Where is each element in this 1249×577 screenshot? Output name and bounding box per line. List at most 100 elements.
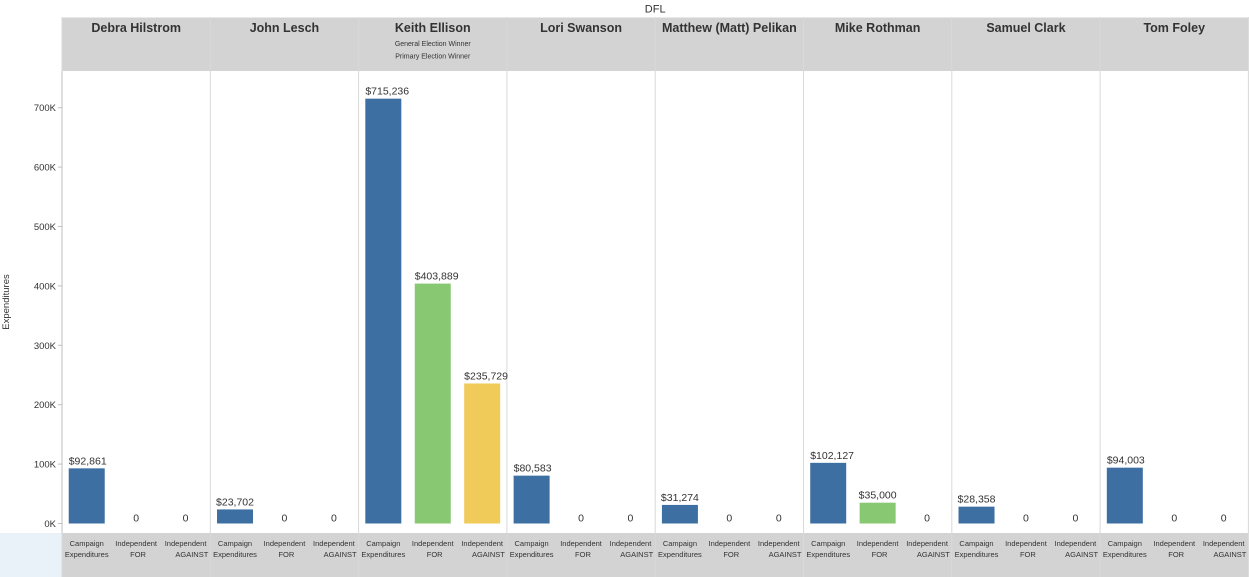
data-label: $31,274 [661, 492, 699, 504]
bar [217, 509, 254, 524]
y-tick-label: 300K [34, 341, 57, 352]
x-tick-label: Expenditures [658, 550, 702, 559]
x-tick-label: Independent [1203, 539, 1246, 548]
y-tick-label: 600K [34, 163, 57, 174]
x-tick-label: Independent [610, 539, 653, 548]
x-tick-label: AGAINST [917, 550, 950, 559]
data-label: 0 [1072, 513, 1078, 525]
candidate-name: Matthew (Matt) Pelikan [662, 21, 797, 35]
x-tick-label: Independent [115, 539, 158, 548]
candidate-name: Samuel Clark [986, 21, 1065, 35]
x-tick-label: Independent [1005, 539, 1048, 548]
data-label: 0 [1023, 513, 1029, 525]
x-tick-label: Independent [857, 539, 900, 548]
bar [1106, 467, 1143, 524]
x-tick-label: Expenditures [213, 550, 257, 559]
bar [958, 506, 995, 524]
bar [661, 504, 698, 524]
x-tick-label: Campaign [70, 539, 104, 548]
data-label: 0 [726, 513, 732, 525]
axis-corner-band [0, 533, 62, 577]
y-axis-title: Expenditures [1, 274, 12, 330]
data-label: $715,236 [365, 86, 409, 98]
panel-headers: DFL Debra Hilstrom John Lesch Keith Ellison… [91, 4, 1205, 61]
x-tick-label: AGAINST [324, 550, 357, 559]
x-tick-label: Expenditures [1103, 550, 1147, 559]
y-tick-label: 200K [34, 400, 57, 411]
data-label: 0 [183, 513, 189, 525]
x-tick-label: Expenditures [361, 550, 405, 559]
x-tick-label: Independent [1055, 539, 1098, 548]
y-tick-label: 100K [34, 460, 57, 471]
data-label: $23,702 [216, 496, 254, 508]
bar-marks [68, 98, 1143, 524]
data-label: 0 [282, 513, 288, 525]
x-tick-label: Expenditures [65, 550, 109, 559]
x-tick-label: Campaign [959, 539, 993, 548]
bar [810, 462, 847, 524]
y-tick-label: 400K [34, 281, 57, 292]
x-tick-label: Expenditures [806, 550, 850, 559]
candidate-note: Primary Election Winner [395, 54, 471, 61]
x-tick-label: FOR [1168, 550, 1184, 559]
x-tick-label: Independent [264, 539, 307, 548]
x-tick-label: Independent [412, 539, 455, 548]
data-label: 0 [1221, 513, 1227, 525]
data-labels: $92,861 0 0 $23,702 0 0 $715,236 $403,889 $235,7… [69, 86, 1227, 525]
x-tick-label: FOR [427, 550, 443, 559]
x-tick-label: Expenditures [510, 550, 554, 559]
candidate-note: General Election Winner [395, 41, 472, 48]
x-tick-label: AGAINST [175, 550, 208, 559]
data-label: $92,861 [69, 455, 107, 467]
data-label: $403,889 [415, 271, 459, 283]
x-tick-label: Campaign [515, 539, 549, 548]
x-tick-label: AGAINST [769, 550, 802, 559]
x-tick-label: Independent [906, 539, 949, 548]
x-tick-label: Independent [1153, 539, 1196, 548]
x-tick-label: Campaign [663, 539, 697, 548]
bar [464, 383, 501, 524]
data-label: 0 [578, 513, 584, 525]
x-tick-label: FOR [130, 550, 146, 559]
x-tick-label: Campaign [218, 539, 252, 548]
y-tick-label: 500K [34, 222, 57, 233]
data-label: 0 [133, 513, 139, 525]
data-label: $235,729 [464, 370, 508, 382]
x-tick-label: FOR [575, 550, 591, 559]
bar [513, 475, 550, 524]
group-title-band [62, 0, 1249, 17]
data-label: $94,003 [1107, 455, 1145, 467]
x-tick-label: Independent [313, 539, 356, 548]
x-tick-label: AGAINST [472, 550, 505, 559]
data-label: $28,358 [958, 494, 996, 506]
x-tick-label: FOR [1020, 550, 1036, 559]
x-tick-label: Independent [165, 539, 208, 548]
x-tick-label: AGAINST [1065, 550, 1098, 559]
group-title: DFL [645, 4, 666, 16]
x-tick-label: Independent [560, 539, 603, 548]
y-tick-label: 700K [34, 103, 57, 114]
bar [414, 283, 451, 524]
data-label: 0 [776, 513, 782, 525]
bar [365, 98, 402, 524]
x-tick-label: Campaign [366, 539, 400, 548]
x-tick-label: AGAINST [1213, 550, 1246, 559]
x-tick-label: FOR [872, 550, 888, 559]
x-tick-label: Campaign [811, 539, 845, 548]
candidate-name: John Lesch [250, 21, 319, 35]
data-label: $35,000 [859, 490, 897, 502]
x-tick-label: FOR [723, 550, 739, 559]
y-axis: 0K 100K 200K 300K 400K 500K 600K 700K Expenditur… [1, 71, 63, 533]
x-tick-label: Expenditures [955, 550, 999, 559]
x-tick-label: AGAINST [620, 550, 653, 559]
y-tick-label: 0K [44, 519, 56, 530]
candidate-name: Mike Rothman [835, 21, 920, 35]
bar [68, 468, 105, 524]
x-tick-label: Independent [758, 539, 801, 548]
data-label: $102,127 [810, 450, 854, 462]
candidate-name: Debra Hilstrom [91, 21, 181, 35]
data-label: $80,583 [514, 463, 552, 475]
